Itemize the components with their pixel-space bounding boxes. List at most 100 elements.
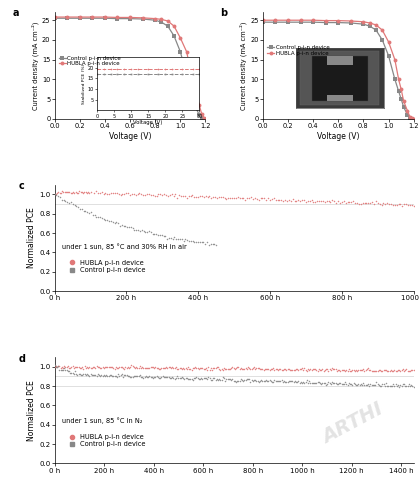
Control p-i-n device: [102, 15, 108, 21]
Point: [131, 226, 138, 234]
Point: [211, 240, 218, 248]
Point: [104, 372, 111, 380]
Point: [166, 191, 173, 199]
Point: [171, 233, 178, 241]
Point: [302, 198, 309, 206]
Point: [153, 192, 160, 200]
Point: [176, 364, 183, 372]
Point: [131, 372, 137, 380]
Point: [372, 367, 378, 375]
Point: [388, 366, 394, 374]
Point: [142, 229, 149, 237]
Point: [410, 202, 417, 210]
HUBLA p-i-n device: [336, 18, 341, 24]
Control p-i-n device: [298, 19, 303, 25]
Point: [51, 190, 58, 198]
Point: [271, 366, 278, 374]
Control p-i-n device: [115, 16, 120, 22]
Point: [404, 202, 411, 210]
Point: [109, 218, 116, 226]
Point: [151, 373, 158, 381]
Control p-i-n device: [159, 19, 164, 25]
Control p-i-n device: [65, 15, 70, 21]
Point: [53, 191, 60, 199]
Point: [289, 195, 296, 203]
Point: [194, 374, 201, 382]
Point: [131, 363, 137, 371]
Point: [249, 364, 256, 372]
Point: [308, 196, 315, 204]
Point: [296, 380, 303, 387]
Point: [357, 380, 364, 388]
Point: [182, 374, 189, 382]
Point: [82, 364, 89, 372]
Point: [404, 382, 411, 389]
Point: [382, 200, 389, 208]
Point: [81, 362, 88, 370]
Point: [258, 365, 265, 373]
Point: [188, 375, 195, 383]
Point: [398, 366, 405, 374]
Control p-i-n device: [171, 33, 176, 39]
Point: [144, 374, 150, 382]
Point: [81, 188, 88, 196]
Point: [201, 374, 208, 382]
Point: [140, 374, 147, 382]
Point: [205, 363, 212, 371]
Point: [189, 364, 196, 372]
Point: [354, 367, 361, 375]
Point: [96, 363, 102, 371]
Point: [409, 382, 416, 390]
Point: [184, 194, 190, 202]
Point: [408, 201, 415, 209]
Point: [66, 367, 72, 375]
Point: [257, 194, 264, 202]
Point: [194, 364, 201, 372]
Point: [366, 382, 373, 390]
Point: [212, 376, 219, 384]
Point: [248, 365, 255, 373]
Text: b: b: [220, 8, 228, 18]
Line: HUBLA p-i-n device: HUBLA p-i-n device: [261, 18, 416, 121]
Point: [164, 364, 171, 372]
Point: [341, 380, 347, 388]
Point: [89, 364, 95, 372]
Point: [253, 364, 260, 372]
Point: [209, 376, 215, 384]
Point: [310, 365, 316, 373]
Point: [268, 195, 275, 203]
Point: [180, 237, 187, 245]
Control p-i-n device: [286, 19, 291, 25]
Point: [332, 379, 339, 387]
Point: [301, 364, 308, 372]
Point: [140, 363, 147, 371]
Point: [265, 365, 272, 373]
Point: [105, 372, 112, 380]
Point: [174, 372, 181, 380]
Control p-i-n device: [392, 76, 397, 82]
Point: [284, 365, 291, 373]
Point: [242, 364, 249, 372]
HUBLA p-i-n device: [273, 17, 278, 23]
Point: [93, 212, 100, 220]
Point: [197, 192, 203, 200]
Point: [204, 375, 210, 383]
Point: [108, 371, 114, 379]
Control p-i-n device: [399, 96, 404, 102]
HUBLA p-i-n device: [115, 14, 120, 20]
Point: [318, 380, 325, 387]
HUBLA p-i-n device: [407, 114, 412, 120]
Point: [82, 207, 89, 215]
Point: [64, 362, 71, 370]
HUBLA p-i-n device: [188, 67, 193, 72]
Point: [75, 203, 81, 211]
Point: [318, 197, 324, 205]
Point: [163, 191, 169, 199]
Point: [401, 367, 407, 375]
Point: [62, 366, 69, 374]
Point: [349, 381, 356, 388]
Point: [66, 188, 73, 196]
Point: [389, 367, 396, 375]
Point: [319, 365, 326, 373]
Point: [142, 364, 149, 372]
